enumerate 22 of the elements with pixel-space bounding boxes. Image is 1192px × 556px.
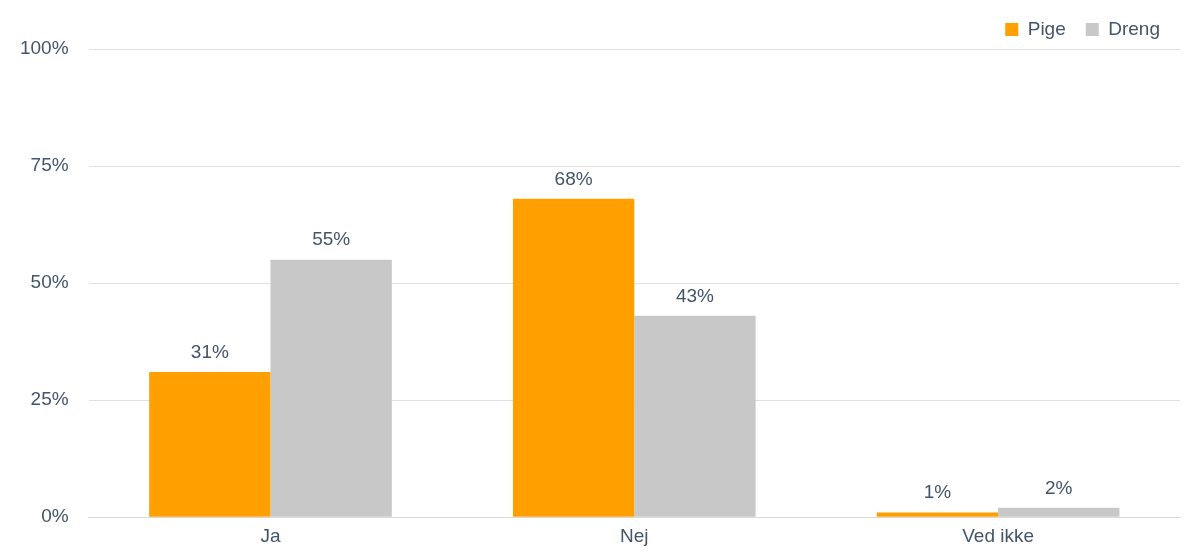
y-tick-label: 50% — [30, 271, 69, 293]
bar — [876, 512, 999, 517]
x-tick-label: Ja — [260, 524, 281, 546]
x-tick-label: Ved ikke — [962, 524, 1035, 546]
bar — [634, 315, 756, 517]
y-tick-label: 25% — [30, 388, 69, 410]
data-label: 31% — [190, 340, 229, 362]
bar — [270, 259, 392, 517]
y-tick-label: 100% — [19, 37, 69, 59]
data-label: 1% — [923, 481, 952, 503]
y-tick-label: 75% — [30, 154, 69, 176]
bar — [512, 198, 635, 517]
data-label: 43% — [675, 284, 715, 306]
bar — [998, 507, 1120, 517]
data-label: 55% — [312, 228, 351, 250]
bar — [149, 372, 271, 517]
y-tick-label: 0% — [41, 505, 69, 527]
data-label: 2% — [1045, 476, 1073, 498]
data-label: 68% — [554, 167, 593, 189]
legend-label: Pige — [1027, 17, 1066, 39]
legend-label: Dreng — [1108, 17, 1160, 39]
x-tick-label: Nej — [620, 524, 649, 546]
